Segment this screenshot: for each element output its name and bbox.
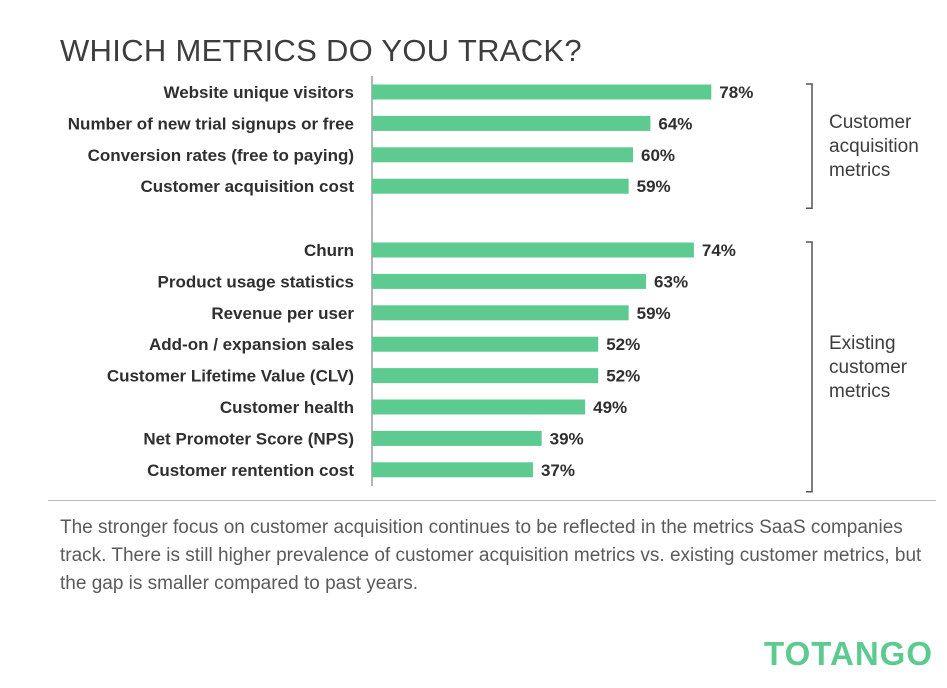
bar: [372, 430, 542, 446]
value-label: 49%: [593, 398, 627, 417]
group-label: Existing: [829, 333, 896, 354]
bar: [372, 178, 629, 194]
category-label: Product usage statistics: [157, 272, 354, 291]
group-label: acquisition: [829, 136, 919, 157]
group-bracket: [806, 83, 813, 209]
category-label: Add-on / expansion sales: [149, 335, 354, 354]
group-label: metrics: [829, 381, 890, 402]
group-label: Customer: [829, 112, 912, 133]
bar: [372, 336, 599, 352]
value-label: 52%: [606, 335, 640, 354]
category-label: Website unique visitors: [163, 83, 354, 102]
value-label: 78%: [719, 83, 753, 102]
value-label: 74%: [702, 241, 736, 260]
value-label: 59%: [637, 177, 671, 196]
totango-logo: TOTANGO: [764, 635, 933, 672]
category-label: Revenue per user: [211, 304, 354, 323]
value-label: 60%: [641, 146, 675, 165]
bar: [372, 368, 599, 384]
bar: [372, 242, 694, 258]
caption-text: The stronger focus on customer acquisiti…: [60, 517, 922, 594]
category-label: Conversion rates (free to paying): [88, 146, 354, 165]
value-label: 37%: [541, 461, 575, 480]
bar-chart: Website unique visitors 78% Number of new …: [68, 76, 919, 493]
bar: [372, 462, 533, 478]
bar: [372, 115, 651, 131]
value-label: 52%: [606, 367, 640, 386]
category-label: Customer Lifetime Value (CLV): [107, 367, 354, 386]
group-bracket: [806, 241, 813, 493]
divider: [48, 500, 936, 501]
category-label: Customer rentention cost: [147, 461, 354, 480]
value-label: 63%: [654, 272, 688, 291]
category-label: Number of new trial signups or free: [68, 114, 354, 133]
bar: [372, 273, 647, 289]
value-label: 64%: [658, 114, 692, 133]
bar: [372, 147, 633, 163]
group-label: customer: [829, 357, 908, 378]
category-label: Churn: [304, 241, 354, 260]
category-label: Customer health: [220, 398, 354, 417]
bar: [372, 399, 586, 415]
bar: [372, 84, 712, 100]
group-label: metrics: [829, 160, 890, 181]
value-label: 59%: [637, 304, 671, 323]
bar: [372, 305, 629, 321]
category-label: Customer acquisition cost: [141, 177, 355, 196]
category-label: Net Promoter Score (NPS): [143, 429, 354, 448]
chart-title: WHICH METRICS DO YOU TRACK?: [60, 33, 582, 68]
value-label: 39%: [550, 429, 584, 448]
